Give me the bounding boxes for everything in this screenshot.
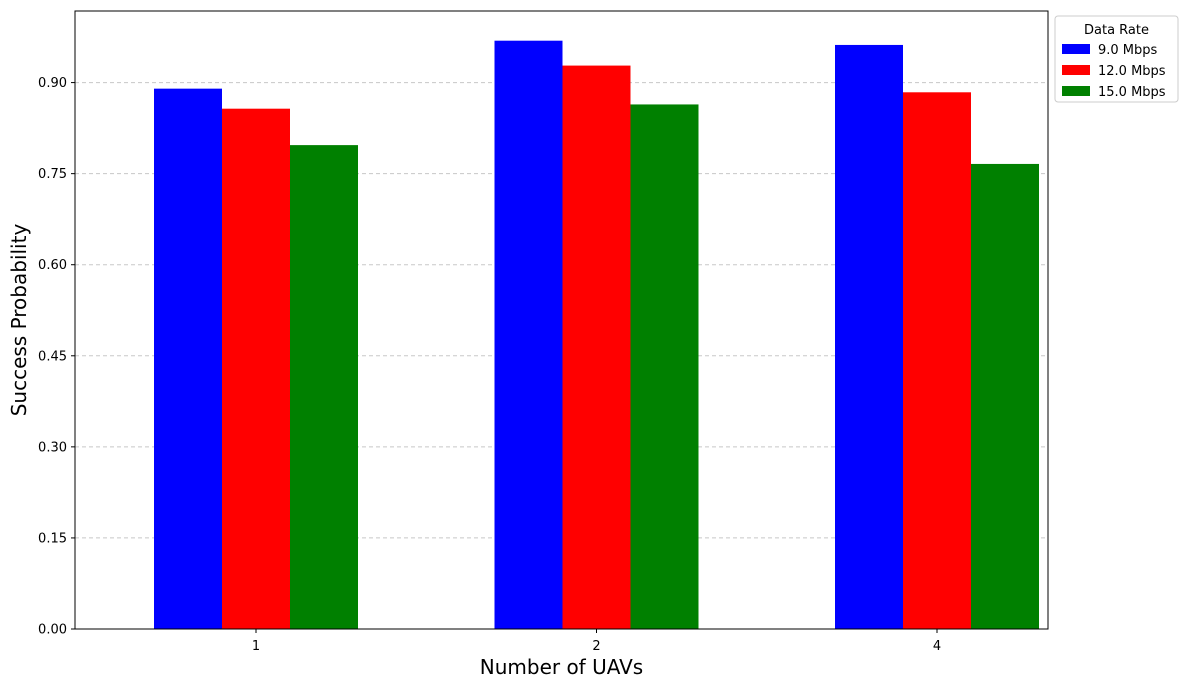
plot-frame [74,10,1049,630]
bar [222,108,290,629]
bar [835,44,903,629]
legend-swatch [1062,65,1090,75]
legend-swatch [1062,86,1090,96]
bar [630,104,699,629]
y-tick-label: 0.00 [38,623,67,638]
x-tick-label: 2 [592,639,600,654]
y-axis-ticks: 0.00 0.15 0.30 0.45 0.60 0.75 0.90 [38,76,75,638]
x-axis-label: Number of UAVs [480,655,643,679]
bar [971,163,1039,629]
legend-entry: 9.0 Mbps [1098,43,1158,58]
legend: Data Rate 9.0 Mbps 12.0 Mbps 15.0 Mbps [1054,15,1179,103]
legend-box [1054,15,1179,103]
bar [154,88,222,629]
legend-title: Data Rate [1084,23,1149,38]
bar [290,145,358,629]
y-tick-label: 0.30 [38,440,67,455]
x-axis-ticks: 1 2 4 [252,629,941,654]
legend-entry: 15.0 Mbps [1098,85,1166,100]
bar [903,92,971,629]
legend-swatch [1062,44,1090,54]
y-tick-label: 0.90 [38,76,67,91]
y-axis-label: Success Probability [7,224,31,417]
bars [154,40,1039,630]
y-tick-label: 0.45 [38,349,67,364]
x-tick-label: 4 [933,639,941,654]
bar [562,65,631,630]
legend-entry: 12.0 Mbps [1098,64,1166,79]
y-tick-label: 0.15 [38,531,67,546]
x-tick-label: 1 [252,639,260,654]
bar [494,40,563,629]
y-tick-label: 0.75 [38,167,67,182]
y-tick-label: 0.60 [38,258,67,273]
